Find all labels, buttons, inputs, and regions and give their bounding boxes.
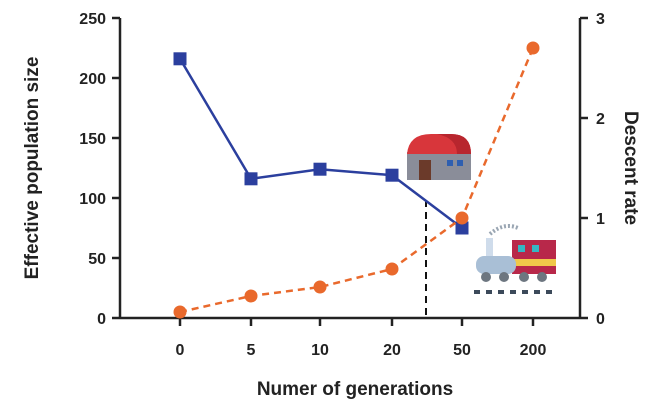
locomotive-stripe (512, 259, 556, 266)
locomotive-chimney (486, 238, 493, 256)
x-axis-title: Numer of generations (257, 379, 453, 400)
series-2-point (313, 280, 327, 294)
locomotive-window (532, 245, 539, 252)
barn-window (447, 160, 453, 166)
rail-segment (486, 290, 492, 294)
rail-segment (510, 290, 516, 294)
rail-segment (498, 290, 504, 294)
series-1-point (385, 168, 399, 182)
rail-segment (474, 290, 480, 294)
chart-axes: 0 50 100 150 200 250 0 1 2 3 0 5 10 20 50 200 (79, 11, 605, 359)
x-tick-label: 50 (453, 342, 471, 359)
series-1-point (173, 52, 187, 66)
locomotive-wheel (519, 272, 529, 282)
y-tick-label: 250 (79, 11, 106, 28)
y2-tick-label: 2 (596, 111, 605, 128)
series-2-point (173, 305, 187, 319)
y-tick-label: 50 (88, 251, 106, 268)
y-tick-label: 0 (97, 311, 106, 328)
rail-segment (546, 290, 552, 294)
y-tick-label: 100 (79, 191, 106, 208)
locomotive-smoke (488, 224, 519, 236)
y-tick-label: 150 (79, 131, 106, 148)
rail-segment (522, 290, 528, 294)
series-1-point (313, 162, 327, 176)
series-2-point (385, 262, 399, 276)
barn-door (419, 160, 431, 180)
series-2-point (526, 41, 540, 55)
x-tick-label: 0 (176, 342, 185, 359)
locomotive-wheel (499, 272, 509, 282)
locomotive-boiler (476, 256, 516, 274)
locomotive-wheel (537, 272, 547, 282)
rail-segment (534, 290, 540, 294)
barn-roof-shade (437, 134, 471, 154)
locomotive-window (518, 245, 525, 252)
barn-window (457, 160, 463, 166)
chart-icons (407, 134, 556, 294)
series-2-point (244, 289, 258, 303)
y2-axis-title: Descent rate (620, 111, 641, 225)
y2-tick-label: 1 (596, 211, 605, 228)
y-tick-label: 200 (79, 71, 106, 88)
x-tick-label: 200 (520, 342, 547, 359)
x-tick-label: 10 (311, 342, 329, 359)
series-2-line (179, 47, 535, 314)
locomotive-icon (474, 224, 556, 294)
x-tick-label: 20 (383, 342, 401, 359)
locomotive-wheel (481, 272, 491, 282)
y2-tick-label: 3 (596, 11, 605, 28)
series-1-point (244, 172, 258, 186)
y2-tick-label: 0 (596, 311, 605, 328)
y-axis-title: Effective population size (22, 57, 43, 280)
series-1-point (455, 221, 469, 235)
barn-icon (407, 134, 471, 180)
x-tick-label: 5 (247, 342, 256, 359)
chart-series (173, 41, 540, 319)
series-2-point (455, 211, 469, 225)
